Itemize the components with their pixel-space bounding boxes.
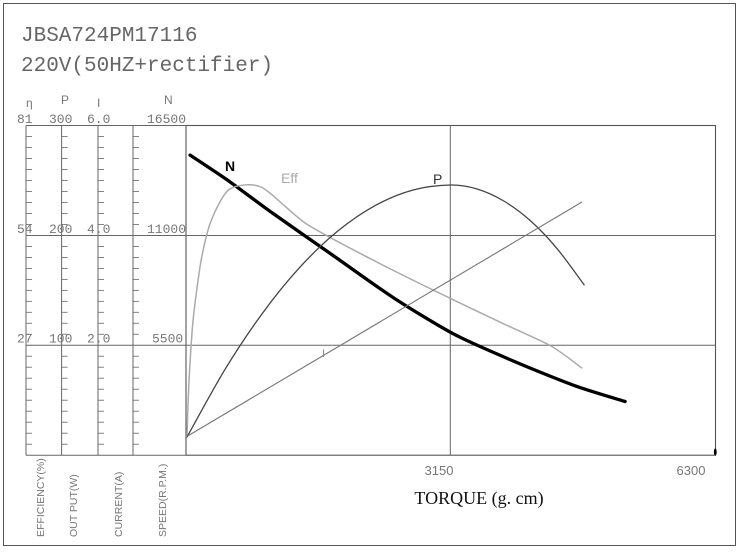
svg-text:11000: 11000: [147, 222, 186, 237]
svg-text:27: 27: [17, 332, 33, 347]
svg-text:54: 54: [17, 222, 33, 237]
svg-text:TORQUE (g. cm): TORQUE (g. cm): [414, 488, 543, 509]
svg-text:3150: 3150: [425, 463, 454, 478]
svg-text:200: 200: [49, 222, 72, 237]
svg-text:16500: 16500: [147, 112, 186, 127]
svg-text:P: P: [433, 171, 442, 187]
svg-text:OUT PUT(W): OUT PUT(W): [68, 474, 80, 537]
svg-text:2.0: 2.0: [87, 332, 110, 347]
svg-text:4.0: 4.0: [87, 222, 110, 237]
svg-text:CURRENT(A): CURRENT(A): [113, 472, 125, 537]
svg-text:Eff: Eff: [281, 170, 298, 186]
svg-text:EFFICIENCY(%): EFFICIENCY(%): [35, 458, 47, 537]
svg-text:100: 100: [49, 332, 72, 347]
svg-text:5500: 5500: [152, 332, 183, 347]
svg-text:300: 300: [49, 112, 72, 127]
svg-text:6.0: 6.0: [87, 112, 110, 127]
svg-text:I: I: [97, 96, 100, 110]
svg-text:220V(50HZ+rectifier): 220V(50HZ+rectifier): [21, 55, 273, 78]
svg-text:N: N: [164, 93, 173, 107]
svg-text:6300: 6300: [677, 463, 706, 478]
svg-text:81: 81: [17, 112, 33, 127]
svg-text:P: P: [61, 93, 69, 107]
svg-text:I: I: [322, 348, 325, 360]
svg-text:N: N: [225, 158, 235, 174]
svg-text:SPEED(R.P.M.): SPEED(R.P.M.): [157, 464, 169, 537]
svg-text:η: η: [26, 96, 33, 110]
svg-text:JBSA724PM17116: JBSA724PM17116: [21, 25, 197, 48]
